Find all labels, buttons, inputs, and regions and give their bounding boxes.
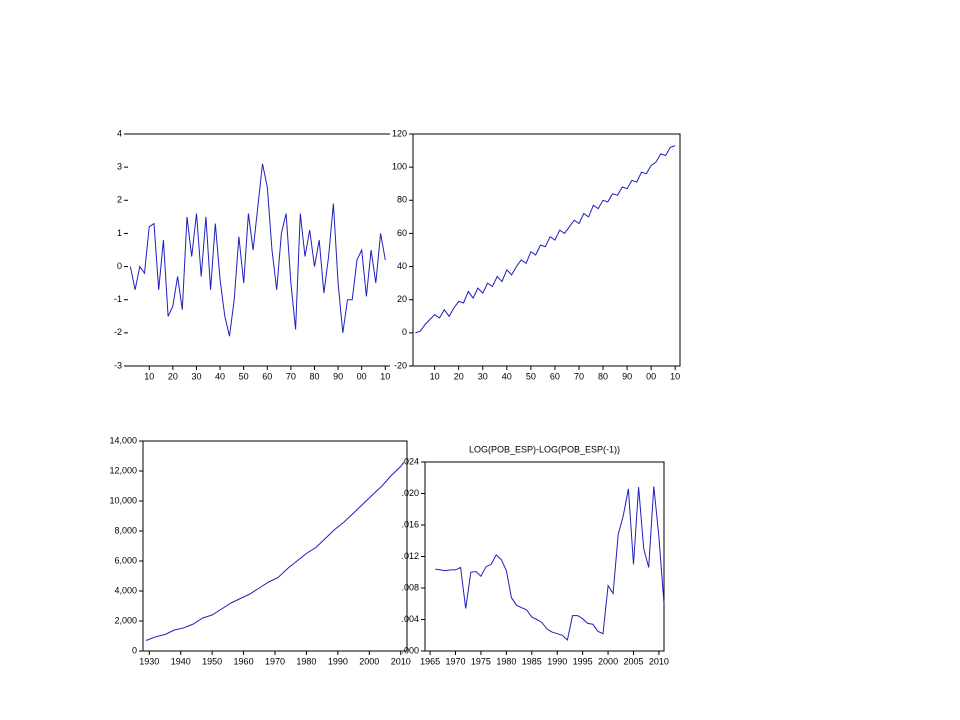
x-tick-label: 10 <box>430 371 440 381</box>
x-tick-label: 90 <box>333 371 343 381</box>
x-tick-label: 1990 <box>328 656 348 666</box>
y-tick-label: 10,000 <box>109 495 137 505</box>
x-tick-label: 00 <box>357 371 367 381</box>
plot-frame <box>412 133 681 367</box>
x-tick-label: 30 <box>191 371 201 381</box>
y-tick-label: 60 <box>397 228 407 238</box>
y-tick-label: 0 <box>117 261 122 271</box>
x-tick-label: 1970 <box>265 656 285 666</box>
y-tick-label: -20 <box>394 360 407 370</box>
y-tick-label: 100 <box>392 162 407 172</box>
y-tick-label: .004 <box>401 614 419 624</box>
y-tick-label: 40 <box>397 261 407 271</box>
x-tick-label: 80 <box>309 371 319 381</box>
x-tick-label: 70 <box>286 371 296 381</box>
x-tick-label: 1965 <box>420 656 440 666</box>
chart: 0 2,000 4,000 6,000 8,000 10,000 12,000 14,000 1… <box>109 435 410 666</box>
x-tick-label: 20 <box>454 371 464 381</box>
x-tick-label: 70 <box>574 371 584 381</box>
y-tick-label: .000 <box>401 645 419 655</box>
y-tick-label: .016 <box>401 519 419 529</box>
y-tick-label: 14,000 <box>109 435 137 445</box>
y-tick-label: .024 <box>401 456 419 466</box>
y-tick-label: .008 <box>401 582 419 592</box>
y-tick-label: 2,000 <box>114 615 137 625</box>
x-tick-label: 30 <box>478 371 488 381</box>
x-tick-label: 40 <box>502 371 512 381</box>
x-tick-label: 20 <box>168 371 178 381</box>
y-tick-label: 3 <box>117 162 122 172</box>
x-tick-label: 1980 <box>496 656 516 666</box>
x-tick-label: 60 <box>262 371 272 381</box>
x-tick-label: 1990 <box>547 656 567 666</box>
x-tick-label: 1980 <box>296 656 316 666</box>
x-tick-label: 10 <box>144 371 154 381</box>
x-tick-label: 80 <box>598 371 608 381</box>
data-line <box>415 145 676 334</box>
data-line <box>145 461 405 641</box>
x-tick-label: 60 <box>550 371 560 381</box>
y-tick-label: 0 <box>402 327 407 337</box>
y-tick-label: -2 <box>114 327 122 337</box>
y-tick-label: 2 <box>117 195 122 205</box>
chart-title: LOG(POB_ESP)-LOG(POB_ESP(-1)) <box>469 444 620 454</box>
x-tick-label: 1985 <box>522 656 542 666</box>
y-tick-label: 4,000 <box>114 585 137 595</box>
chart: .000 .004 .008 .012 .016 .020 .024 1965 1970 1975… <box>401 444 668 666</box>
x-tick-label: 2010 <box>391 656 411 666</box>
x-tick-label: 10 <box>380 371 390 381</box>
x-tick-label: 2000 <box>359 656 379 666</box>
y-tick-label: 8,000 <box>114 525 137 535</box>
y-tick-label: -1 <box>114 294 122 304</box>
x-tick-label: 50 <box>239 371 249 381</box>
y-tick-label: 120 <box>392 128 407 138</box>
x-tick-label: 50 <box>526 371 536 381</box>
y-tick-label: 4 <box>117 128 122 138</box>
plot-frame <box>142 440 408 652</box>
x-tick-label: 2010 <box>649 656 669 666</box>
x-tick-label: 2005 <box>623 656 643 666</box>
x-tick-label: 1930 <box>139 656 159 666</box>
x-tick-label: 00 <box>646 371 656 381</box>
x-tick-label: 10 <box>670 371 680 381</box>
data-line <box>129 163 386 337</box>
x-tick-label: 90 <box>622 371 632 381</box>
x-tick-label: 1940 <box>171 656 191 666</box>
x-tick-label: 1995 <box>573 656 593 666</box>
x-tick-label: 1970 <box>445 656 465 666</box>
y-tick-label: 20 <box>397 294 407 304</box>
y-tick-label: 6,000 <box>114 555 137 565</box>
x-tick-label: 1975 <box>471 656 491 666</box>
y-tick-label: .020 <box>401 488 419 498</box>
y-tick-label: 12,000 <box>109 465 137 475</box>
x-tick-label: 2000 <box>598 656 618 666</box>
y-tick-label: 0 <box>132 645 137 655</box>
x-tick-label: 1960 <box>234 656 254 666</box>
data-line <box>435 486 665 641</box>
y-tick-label: 1 <box>117 228 122 238</box>
x-tick-label: 40 <box>215 371 225 381</box>
y-tick-label: 80 <box>397 195 407 205</box>
y-tick-label: -3 <box>114 360 122 370</box>
chart: -20 0 20 40 60 80 100 120 10 20 30 40 50 60 70 80 90 00 10 <box>392 128 681 381</box>
y-tick-label: .012 <box>401 551 419 561</box>
chart: -3 -2 -1 0 1 2 3 4 10 20 30 40 50 60 70 80 90 00 10 <box>114 128 390 381</box>
x-tick-label: 1950 <box>202 656 222 666</box>
